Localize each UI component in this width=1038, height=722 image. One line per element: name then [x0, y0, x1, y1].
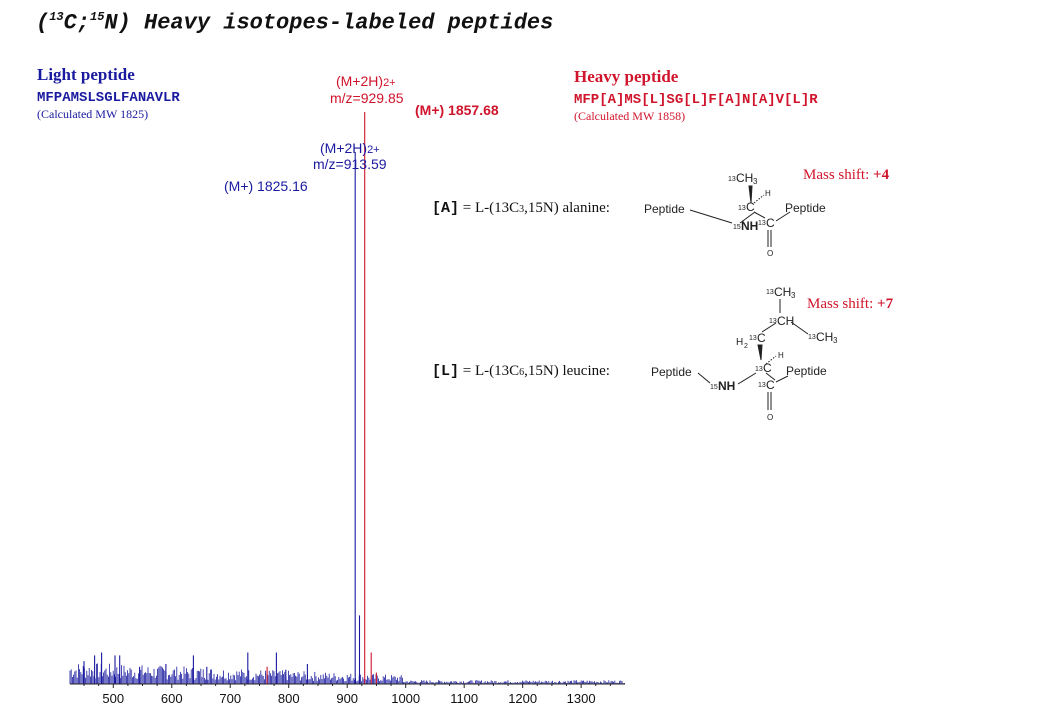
- x-tick-label: 800: [278, 691, 300, 706]
- svg-text:3: 3: [753, 177, 758, 186]
- svg-text:13: 13: [769, 318, 777, 325]
- svg-text:3: 3: [833, 336, 838, 345]
- heavy-peptide-header: Heavy peptide: [574, 67, 679, 86]
- svg-text:H: H: [778, 351, 784, 360]
- svg-text:C: C: [766, 216, 775, 230]
- svg-text:13: 13: [749, 335, 757, 342]
- svg-text:13: 13: [808, 334, 816, 341]
- heavy-peptide-mw: (Calculated MW 1858): [574, 109, 686, 123]
- heavy-peptide-sequence: MFP[A]MS[L]SG[L]F[A]N[A]V[L]R: [574, 92, 818, 108]
- svg-text:13: 13: [738, 205, 746, 212]
- svg-text:CH: CH: [736, 171, 753, 185]
- spectrum-noise: [69, 663, 625, 684]
- svg-text:C: C: [763, 361, 772, 375]
- x-tick-label: 1200: [508, 691, 537, 706]
- svg-text:CH: CH: [774, 285, 791, 299]
- svg-text:13: 13: [758, 382, 766, 389]
- alanine-structure: Peptide 15 NH 13 CH 3 13 C H 13 C O Peptide: [644, 171, 826, 258]
- svg-text:Peptide: Peptide: [785, 201, 826, 215]
- svg-text:2: 2: [744, 343, 748, 350]
- svg-text:NH: NH: [741, 219, 758, 233]
- leucine-mass-shift: Mass shift: +7: [807, 296, 894, 312]
- light-peptide-sequence: MFPAMSLSGLFANAVLR: [37, 90, 180, 106]
- light-mplus-label: (M+) 1825.16: [224, 178, 308, 194]
- svg-text:H: H: [736, 337, 743, 348]
- svg-text:C: C: [757, 331, 766, 345]
- heavy-2plus-label: (M+2H)2+: [336, 73, 396, 89]
- svg-text:C: C: [746, 200, 755, 214]
- x-ticks: 500 600 700 800 900 1000 1100 1200 1300: [83, 684, 611, 706]
- svg-text:CH: CH: [816, 330, 833, 344]
- alanine-mass-shift: Mass shift: +4: [803, 167, 890, 183]
- light-peptide-mw: (Calculated MW 1825): [37, 107, 149, 121]
- svg-text:O: O: [767, 413, 773, 422]
- x-tick-label: 500: [102, 691, 124, 706]
- svg-text:Peptide: Peptide: [651, 365, 692, 379]
- heavy-mplus-label: (M+) 1857.68: [415, 102, 499, 118]
- x-tick-label: 900: [336, 691, 358, 706]
- x-tick-label: 600: [161, 691, 183, 706]
- x-tick-label: 700: [219, 691, 241, 706]
- svg-text:C: C: [766, 378, 775, 392]
- svg-text:15: 15: [733, 224, 741, 231]
- light-2plus-mz: m/z=913.59: [313, 156, 387, 172]
- leucine-definition: [L] = L-(13C6,15N) leucine:: [432, 363, 610, 380]
- light-2plus-label: (M+2H)2+: [320, 140, 380, 156]
- svg-text:13: 13: [766, 289, 774, 296]
- light-peptide-header: Light peptide: [37, 65, 135, 84]
- svg-text:Peptide: Peptide: [644, 202, 685, 216]
- svg-text:13: 13: [755, 366, 763, 373]
- svg-text:H: H: [765, 189, 771, 198]
- x-tick-label: 1000: [391, 691, 420, 706]
- svg-text:Peptide: Peptide: [786, 364, 827, 378]
- svg-text:NH: NH: [718, 379, 735, 393]
- svg-text:15: 15: [710, 384, 718, 391]
- figure-title: (13C;15N) Heavy isotopes-labeled peptide…: [36, 10, 554, 36]
- svg-text:13: 13: [758, 220, 766, 227]
- x-tick-label: 1100: [450, 691, 478, 706]
- svg-text:CH: CH: [777, 314, 794, 328]
- heavy-2plus-mz: m/z=929.85: [330, 90, 404, 106]
- svg-text:O: O: [767, 249, 773, 258]
- svg-text:3: 3: [791, 291, 796, 300]
- x-tick-label: 1300: [567, 691, 596, 706]
- svg-text:13: 13: [728, 176, 736, 183]
- alanine-definition: [A] = L-(13C3,15N) alanine:: [432, 200, 610, 217]
- spectrum-peaks: [83, 112, 377, 684]
